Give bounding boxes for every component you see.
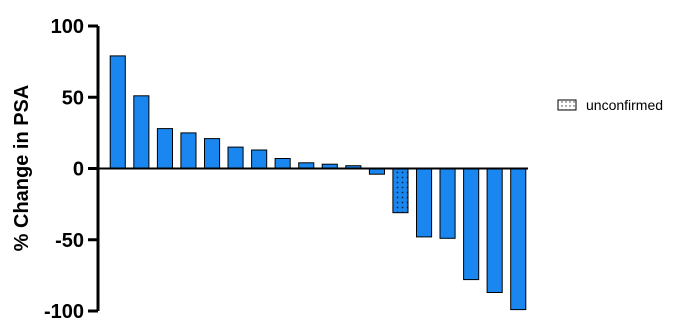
bar-unconfirmed — [392, 168, 409, 214]
bar — [133, 95, 150, 169]
y-tick-label: -100 — [44, 301, 84, 321]
bar — [486, 168, 503, 293]
bar — [156, 128, 173, 170]
bar — [463, 168, 480, 281]
legend-label-unconfirmed: unconfirmed — [586, 97, 663, 113]
bar — [510, 168, 527, 311]
bars-layer — [109, 55, 527, 311]
y-tick-label: 0 — [73, 159, 84, 181]
bar — [180, 132, 197, 169]
y-tick-label: 100 — [51, 16, 84, 38]
bar — [204, 138, 221, 170]
bar — [274, 158, 291, 169]
y-axis-title: % Change in PSA — [11, 85, 33, 252]
y-tick-label: 50 — [62, 87, 84, 109]
legend-swatch-unconfirmed — [557, 99, 577, 111]
bar — [439, 168, 456, 239]
bar — [416, 168, 433, 238]
bar — [227, 146, 244, 170]
bar — [109, 55, 126, 169]
y-axis: 100 50 0 -50 -100 — [44, 16, 528, 321]
y-tick-label: -50 — [55, 230, 84, 252]
bar — [251, 149, 268, 169]
legend: unconfirmed — [557, 97, 663, 113]
